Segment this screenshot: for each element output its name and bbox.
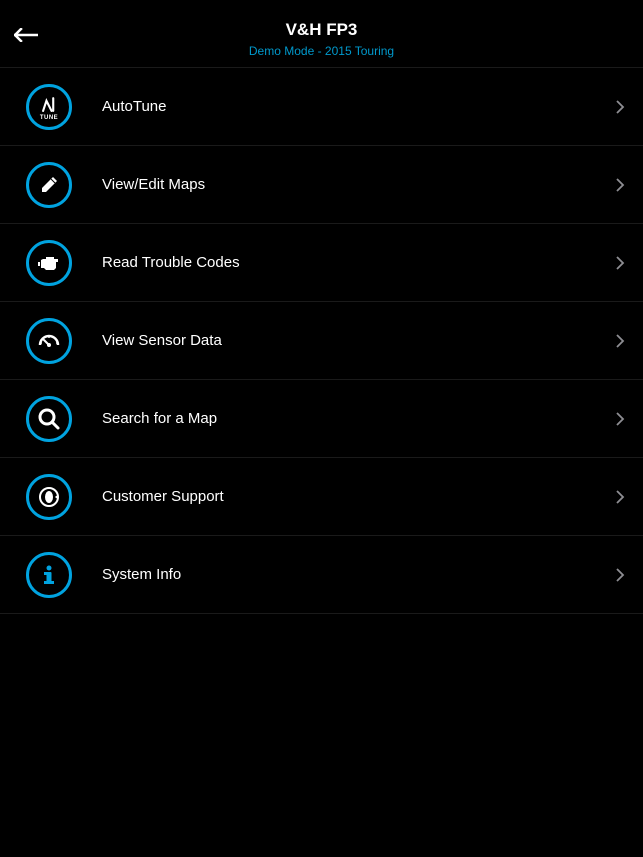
subtitle-link[interactable]: Demo Mode - 2015 Touring bbox=[249, 44, 394, 58]
autotune-icon: TUNE bbox=[26, 84, 72, 130]
info-icon bbox=[26, 552, 72, 598]
menu-item-trouble[interactable]: Read Trouble Codes bbox=[0, 224, 643, 302]
menu-label: System Info bbox=[102, 566, 615, 583]
menu-label: Customer Support bbox=[102, 488, 615, 505]
menu-label: AutoTune bbox=[102, 98, 615, 115]
gauge-icon bbox=[26, 318, 72, 364]
chevron-right-icon bbox=[615, 567, 625, 583]
header: V&H FP3 Demo Mode - 2015 Touring bbox=[0, 0, 643, 68]
menu-label: Search for a Map bbox=[102, 410, 615, 427]
chevron-right-icon bbox=[615, 411, 625, 427]
menu-label: View/Edit Maps bbox=[102, 176, 615, 193]
support-icon bbox=[26, 474, 72, 520]
page-title: V&H FP3 bbox=[286, 20, 358, 40]
chevron-right-icon bbox=[615, 489, 625, 505]
menu-item-viewedit[interactable]: View/Edit Maps bbox=[0, 146, 643, 224]
menu-list: TUNE AutoTune View/Edit Maps Read Troubl… bbox=[0, 68, 643, 614]
search-icon bbox=[26, 396, 72, 442]
menu-item-info[interactable]: System Info bbox=[0, 536, 643, 614]
engine-icon bbox=[26, 240, 72, 286]
menu-item-sensor[interactable]: View Sensor Data bbox=[0, 302, 643, 380]
chevron-right-icon bbox=[615, 255, 625, 271]
menu-item-support[interactable]: Customer Support bbox=[0, 458, 643, 536]
edit-icon bbox=[26, 162, 72, 208]
chevron-right-icon bbox=[615, 333, 625, 349]
back-arrow-icon bbox=[14, 28, 38, 42]
chevron-right-icon bbox=[615, 177, 625, 193]
chevron-right-icon bbox=[615, 99, 625, 115]
back-button[interactable] bbox=[14, 28, 38, 42]
menu-label: Read Trouble Codes bbox=[102, 254, 615, 271]
menu-item-autotune[interactable]: TUNE AutoTune bbox=[0, 68, 643, 146]
menu-item-search[interactable]: Search for a Map bbox=[0, 380, 643, 458]
menu-label: View Sensor Data bbox=[102, 332, 615, 349]
